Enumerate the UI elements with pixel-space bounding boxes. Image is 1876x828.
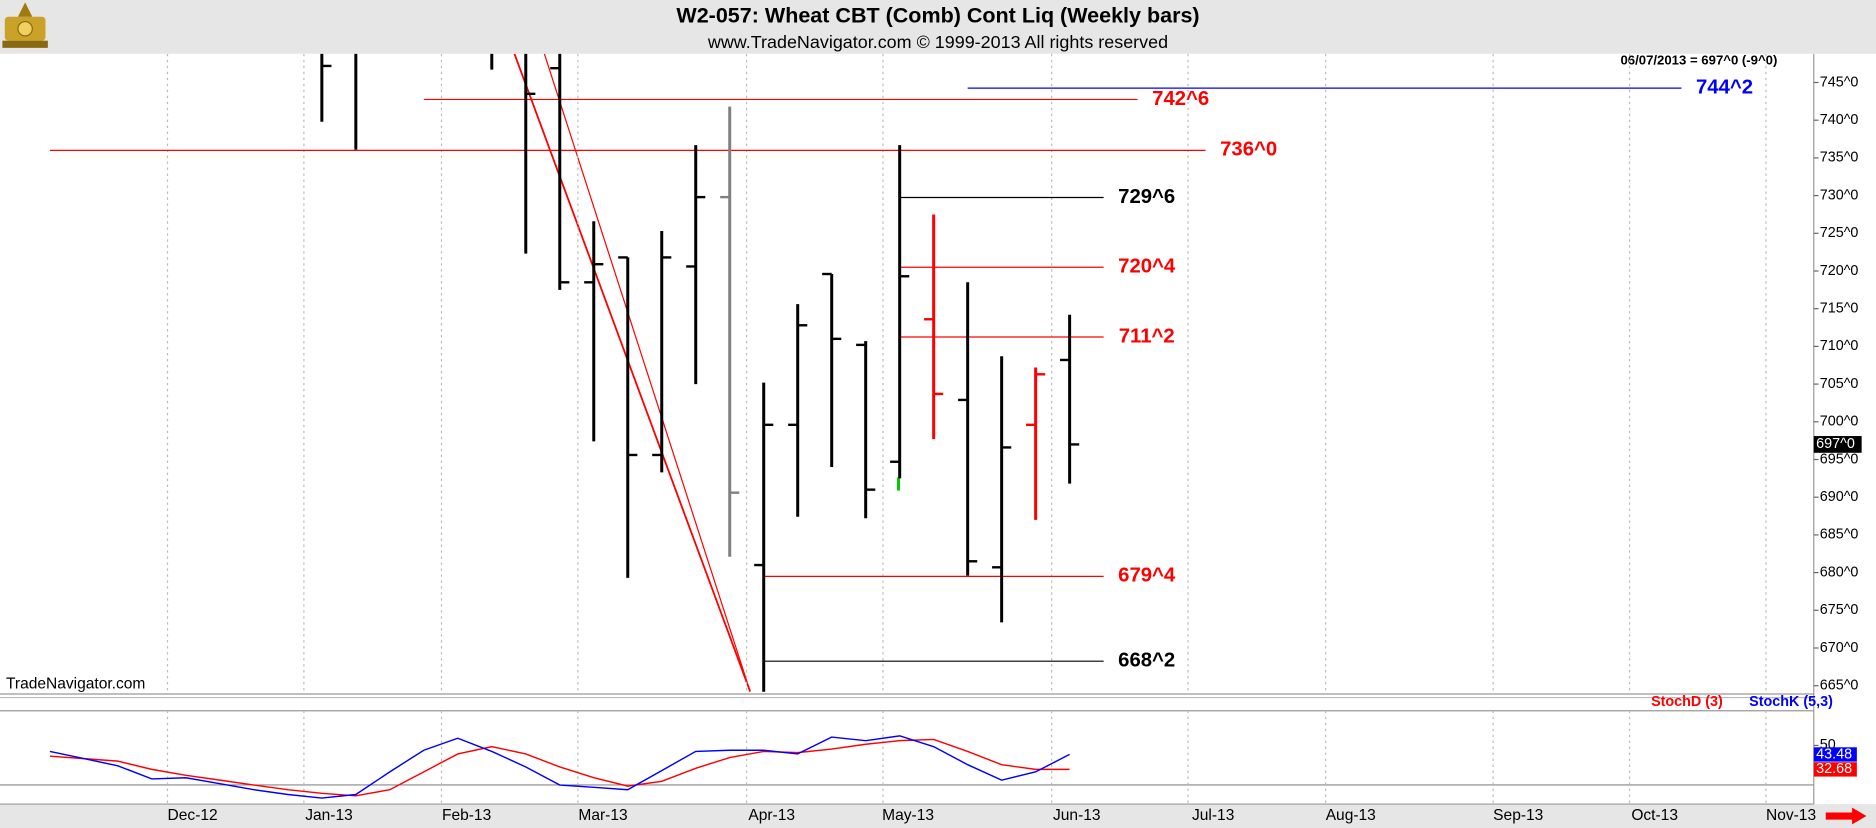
level-label: 736^0 xyxy=(1220,139,1277,161)
y-tick-label: 710^0 xyxy=(1820,338,1859,354)
x-tick-label: May-13 xyxy=(882,807,934,824)
y-tick-label: 670^0 xyxy=(1820,640,1859,656)
last-price-label: 697^0 xyxy=(1816,436,1855,452)
trend-line xyxy=(543,53,751,692)
price-plot xyxy=(49,53,1767,694)
level-label: 711^2 xyxy=(1119,325,1175,347)
x-tick-label: Apr-13 xyxy=(748,807,795,824)
chart-title: W2-057: Wheat CBT (Comb) Cont Liq (Weekl… xyxy=(676,3,1199,27)
level-label: 729^6 xyxy=(1118,186,1175,208)
scroll-arrow[interactable] xyxy=(1825,807,1867,825)
overlay: Dec-12 Jan-13 Feb-13 Mar-13 Apr-13 May-13 Jun-… xyxy=(168,74,1862,824)
y-tick-label: 745^0 xyxy=(1820,74,1859,90)
stoch-plot xyxy=(49,710,1767,805)
y-tick-label: 725^0 xyxy=(1820,225,1859,241)
y-tick-label: 690^0 xyxy=(1820,489,1859,505)
header-band xyxy=(0,0,1876,54)
level-label: 720^4 xyxy=(1118,256,1176,278)
x-tick-label: Nov-13 xyxy=(1766,807,1816,824)
y-tick-label: 665^0 xyxy=(1820,677,1859,693)
y-tick-label: 680^0 xyxy=(1820,564,1859,580)
chart-subtitle: www.TradeNavigator.com © 1999-2013 All r… xyxy=(707,32,1168,52)
legend-entry: StochK (5,3) xyxy=(1749,694,1833,710)
x-tick-label: Aug-13 xyxy=(1326,807,1376,824)
y-tick-label: 685^0 xyxy=(1820,527,1859,543)
y-tick-label: 675^0 xyxy=(1820,602,1859,618)
logo xyxy=(2,2,48,48)
stoch-line xyxy=(49,735,1070,799)
last-price-box xyxy=(1813,436,1862,453)
level-label: 668^2 xyxy=(1118,650,1175,672)
x-tick-label: Dec-12 xyxy=(168,807,218,824)
y-tick-label: 700^0 xyxy=(1820,414,1859,430)
last-value-box xyxy=(1813,747,1857,762)
x-tick-label: Sep-13 xyxy=(1493,807,1543,824)
x-tick-label: Mar-13 xyxy=(578,807,627,824)
level-label: 679^4 xyxy=(1118,565,1176,587)
y-tick-label: 715^0 xyxy=(1820,300,1859,316)
x-tick-label: Jul-13 xyxy=(1192,807,1234,824)
watermark: TradeNavigator.com xyxy=(6,676,145,693)
y-tick-label: 705^0 xyxy=(1820,376,1859,392)
y-tick-label: 720^0 xyxy=(1820,263,1859,279)
x-tick-label: Feb-13 xyxy=(442,807,491,824)
main-panel xyxy=(0,53,1814,694)
last-value-label: 32.68 xyxy=(1816,761,1852,777)
stoch-line xyxy=(49,738,1070,797)
last-price-info: 06/07/2013 = 697^0 (-9^0) xyxy=(1620,52,1777,67)
legend-entry: StochD (3) xyxy=(1651,694,1723,710)
level-label: 744^2 xyxy=(1696,77,1753,99)
level-label: 742^6 xyxy=(1152,88,1209,110)
last-value-box xyxy=(1813,762,1857,777)
y-tick-label: 730^0 xyxy=(1820,187,1859,203)
y-tick-label: 695^0 xyxy=(1820,451,1859,467)
last-value-label: 43.48 xyxy=(1816,746,1852,762)
y-tick-label: 735^0 xyxy=(1820,150,1859,166)
y-tick-label: 740^0 xyxy=(1820,112,1859,128)
panel-gap xyxy=(0,693,1876,711)
x-tick-label: Oct-13 xyxy=(1631,807,1678,824)
x-tick-label: Jun-13 xyxy=(1053,807,1101,824)
trend-line xyxy=(513,53,752,692)
x-tick-label: Jan-13 xyxy=(305,807,353,824)
x-axis-band xyxy=(0,804,1876,828)
